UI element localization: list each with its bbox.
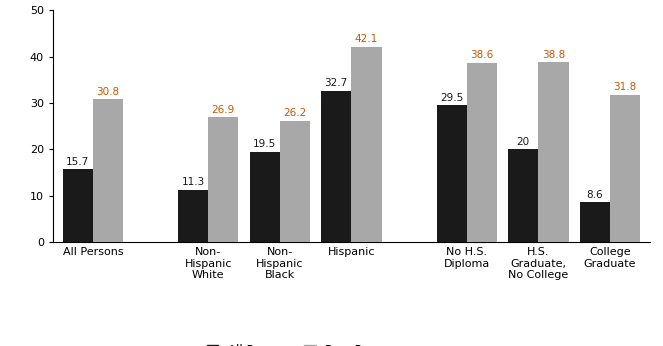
Bar <box>610 95 640 242</box>
Text: 38.6: 38.6 <box>470 51 493 61</box>
Text: 20: 20 <box>516 137 530 147</box>
Text: 26.9: 26.9 <box>211 105 235 115</box>
Bar <box>321 91 351 242</box>
Bar <box>508 149 538 242</box>
Bar <box>280 121 310 242</box>
Bar <box>62 170 93 242</box>
Bar <box>249 152 280 242</box>
Bar <box>178 190 208 242</box>
Bar <box>436 106 467 242</box>
Text: 29.5: 29.5 <box>440 93 463 103</box>
Bar <box>579 202 610 242</box>
Text: 42.1: 42.1 <box>355 34 378 44</box>
Text: 32.7: 32.7 <box>325 78 348 88</box>
Text: 19.5: 19.5 <box>253 139 276 149</box>
Bar <box>467 63 497 242</box>
Text: 26.2: 26.2 <box>283 108 306 118</box>
Bar <box>93 99 123 242</box>
Text: 31.8: 31.8 <box>613 82 636 92</box>
Bar <box>351 47 382 242</box>
Text: 15.7: 15.7 <box>66 157 90 167</box>
Bar <box>208 118 239 242</box>
Bar <box>538 62 569 242</box>
Text: 30.8: 30.8 <box>96 86 119 97</box>
Text: 11.3: 11.3 <box>182 177 205 187</box>
Text: 38.8: 38.8 <box>542 49 565 60</box>
Text: 8.6: 8.6 <box>587 190 603 200</box>
Legend: All Persons, Poor Persons: All Persons, Poor Persons <box>207 344 400 346</box>
